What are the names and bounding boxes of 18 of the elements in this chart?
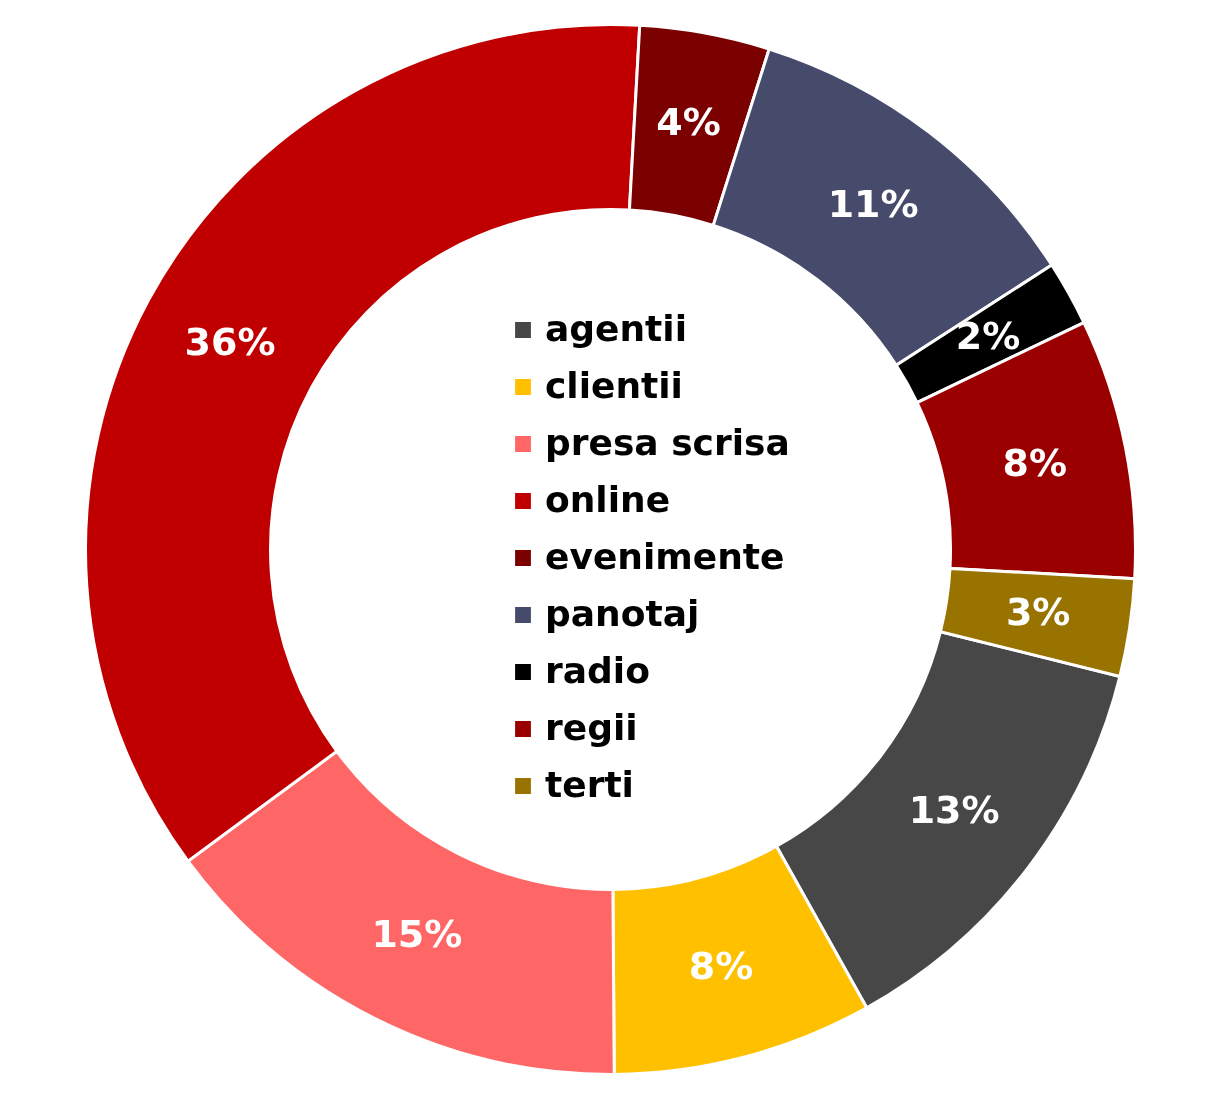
data-label: 36%	[184, 319, 276, 364]
legend-label: online	[545, 479, 671, 520]
data-label: 8%	[1002, 441, 1068, 486]
legend-label: terti	[545, 764, 634, 805]
data-label: 4%	[656, 100, 721, 145]
data-label: 11%	[827, 181, 919, 226]
legend-label: agentii	[545, 308, 687, 349]
legend-label: clientii	[545, 365, 683, 406]
legend-label: regii	[545, 707, 638, 748]
data-label: 2%	[955, 314, 1021, 359]
data-label: 3%	[1005, 590, 1071, 635]
data-label: 8%	[688, 943, 754, 988]
data-label: 13%	[908, 788, 1000, 833]
legend-label: presa scrisa	[545, 422, 790, 463]
data-label: 15%	[371, 912, 463, 957]
legend-label: panotaj	[545, 593, 700, 634]
legend-label: radio	[545, 650, 650, 691]
legend-label: evenimente	[545, 536, 785, 577]
